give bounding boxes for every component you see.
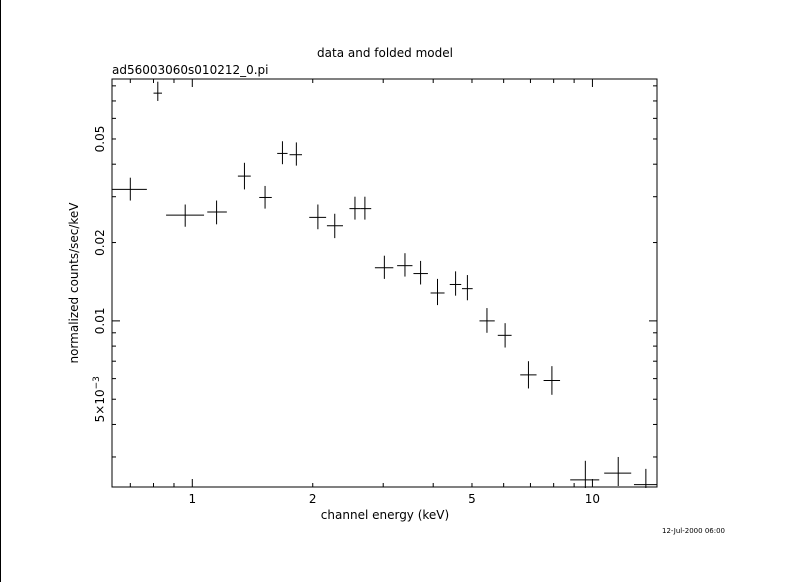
data-point: [166, 204, 205, 227]
data-point: [277, 141, 288, 165]
data-point: [461, 275, 473, 301]
data-point: [360, 196, 372, 220]
timestamp: 12-Jul-2000 06:00: [662, 527, 725, 535]
data-point: [413, 260, 428, 285]
y-tick-label: 0.05: [93, 126, 107, 153]
data-point: [604, 456, 632, 487]
data-point: [237, 162, 251, 190]
data-point: [479, 308, 495, 333]
data-point: [112, 177, 147, 201]
chart-title: data and folded model: [317, 46, 453, 60]
x-tick-label: 10: [585, 492, 600, 506]
data-point: [374, 255, 394, 279]
data-point: [326, 213, 343, 239]
data-point: [570, 460, 600, 488]
y-axis-label: normalized counts/sec/keV: [67, 202, 81, 364]
data-point: [497, 323, 512, 348]
data-point: [633, 468, 657, 488]
x-tick-label: 5: [468, 492, 476, 506]
data-point: [207, 200, 227, 225]
data-point: [430, 278, 445, 306]
chart-subtitle: ad56003060s010212_0.pi: [112, 63, 269, 77]
y-tick-label: 0.01: [93, 308, 107, 335]
axes: 1 2 5 10 5×10−3 0.01 0.02 0.05: [92, 79, 657, 506]
data-point: [449, 271, 462, 296]
y-tick-label: 0.02: [93, 229, 107, 256]
data-point: [309, 204, 327, 230]
plot-frame: [111, 78, 658, 488]
data-point: [349, 196, 361, 220]
data-point: [259, 185, 272, 209]
data-point: [289, 142, 302, 166]
y-tick-label: 5×10−3: [92, 376, 107, 422]
window-left-border: [0, 0, 1, 582]
x-axis-label: channel energy (keV): [321, 508, 449, 522]
data-point: [397, 253, 413, 277]
data-point: [543, 366, 561, 395]
data-point: [520, 361, 537, 389]
x-tick-label: 2: [309, 492, 317, 506]
data-points: [112, 81, 657, 488]
data-point: [153, 81, 162, 101]
x-tick-label: 1: [188, 492, 196, 506]
